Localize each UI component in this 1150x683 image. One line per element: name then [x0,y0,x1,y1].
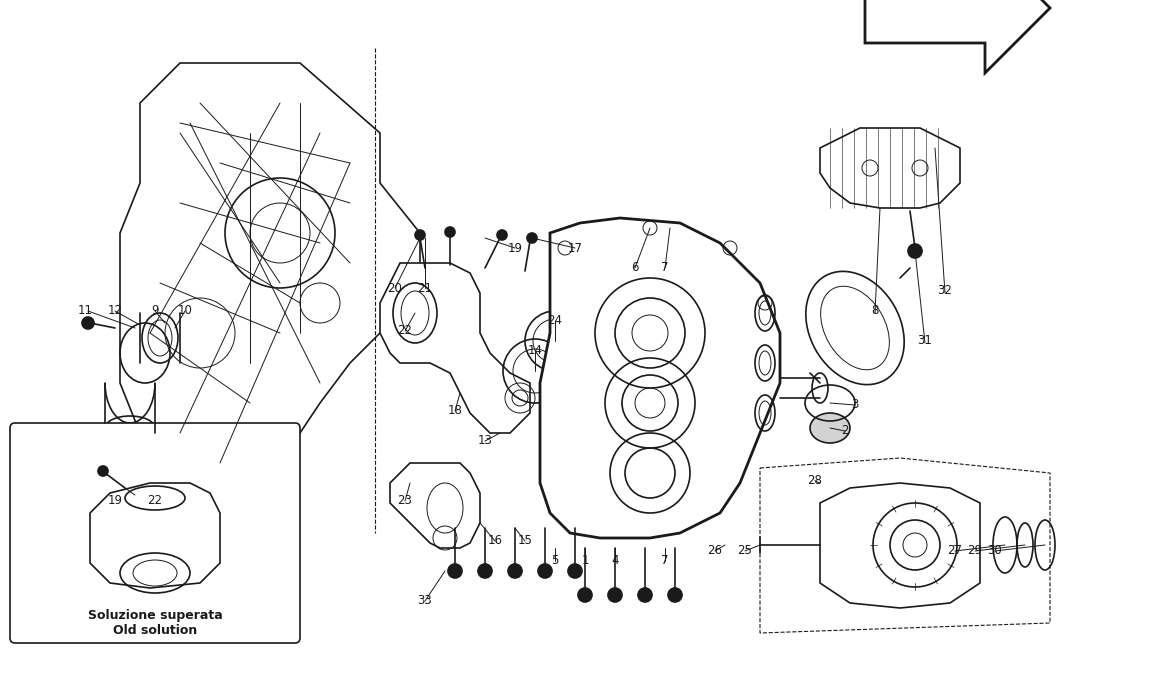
Text: 3: 3 [851,398,859,411]
Text: 8: 8 [872,305,879,318]
Polygon shape [120,63,420,483]
Circle shape [98,466,108,476]
Text: 21: 21 [417,281,432,294]
Text: 6: 6 [631,262,638,275]
Polygon shape [90,483,220,588]
Text: 24: 24 [547,314,562,328]
Text: 7: 7 [661,262,669,275]
Text: Soluzione superata: Soluzione superata [87,609,222,622]
Text: 22: 22 [398,324,413,337]
Polygon shape [540,218,780,538]
Polygon shape [390,463,480,548]
Circle shape [508,564,522,578]
Circle shape [82,317,94,329]
Text: 18: 18 [447,404,462,417]
Circle shape [448,564,462,578]
Text: 15: 15 [518,535,532,548]
Text: 25: 25 [737,544,752,557]
Text: 16: 16 [488,535,503,548]
Polygon shape [865,0,1050,73]
Text: 13: 13 [477,434,492,447]
Text: 26: 26 [707,544,722,557]
Circle shape [478,564,492,578]
Circle shape [527,233,537,243]
Text: 32: 32 [937,285,952,298]
Text: 23: 23 [398,494,413,507]
Text: 31: 31 [918,335,933,348]
Text: 33: 33 [417,594,432,607]
Circle shape [578,588,592,602]
Text: 27: 27 [948,544,963,557]
Text: 28: 28 [807,475,822,488]
Text: 17: 17 [567,242,583,255]
Text: 5: 5 [551,555,559,568]
Circle shape [638,588,652,602]
Text: 12: 12 [107,305,123,318]
Polygon shape [820,483,980,608]
Text: Old solution: Old solution [113,624,197,637]
Text: 20: 20 [388,281,402,294]
Text: 19: 19 [107,494,123,507]
Circle shape [445,227,455,237]
Text: 9: 9 [152,305,159,318]
Text: 2: 2 [842,425,849,438]
Polygon shape [380,263,530,433]
Text: 10: 10 [177,305,192,318]
Text: 1: 1 [581,555,589,568]
Text: 19: 19 [507,242,522,255]
Ellipse shape [812,373,828,403]
Text: 22: 22 [147,494,162,507]
Text: 7: 7 [661,555,669,568]
Text: 29: 29 [967,544,982,557]
FancyBboxPatch shape [10,423,300,643]
Text: 14: 14 [528,344,543,357]
Text: 4: 4 [612,555,619,568]
Text: 30: 30 [988,544,1003,557]
Polygon shape [820,128,960,208]
Circle shape [497,230,507,240]
Text: 11: 11 [77,305,92,318]
Ellipse shape [810,413,850,443]
Circle shape [538,564,552,578]
Circle shape [415,230,426,240]
Circle shape [568,564,582,578]
Circle shape [908,244,922,258]
Circle shape [608,588,622,602]
Circle shape [668,588,682,602]
